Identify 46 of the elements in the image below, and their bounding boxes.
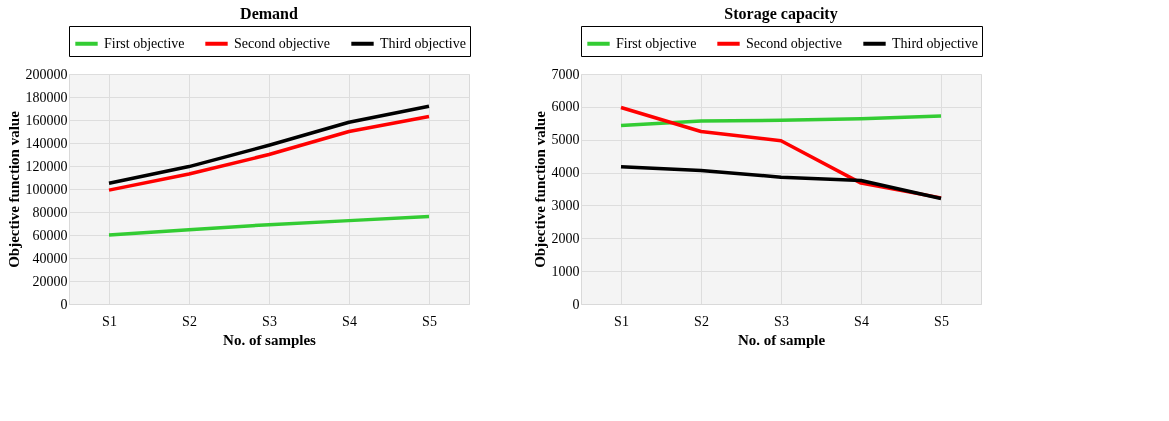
- y-axis-title: Objective function value: [531, 110, 548, 268]
- y-tick-label: 180000: [25, 89, 68, 105]
- x-tick-label: S1: [614, 313, 629, 329]
- x-tick-label: S3: [774, 313, 789, 329]
- y-tick-label: 20000: [32, 273, 68, 289]
- x-tick-label: S4: [342, 313, 357, 329]
- y-tick-label: 160000: [25, 112, 68, 128]
- y-tick-label: 3000: [551, 197, 580, 213]
- chart-title: Storage capacity: [724, 4, 838, 23]
- y-tick-label: 100000: [25, 181, 68, 197]
- y-tick-label: 140000: [25, 135, 68, 151]
- y-tick-label: 0: [60, 296, 68, 312]
- x-axis-title: No. of sample: [737, 331, 826, 348]
- legend-label: Third objective: [892, 35, 978, 51]
- x-tick-label: S1: [102, 313, 117, 329]
- y-tick-label: 60000: [32, 227, 68, 243]
- y-tick-label: 5000: [551, 132, 580, 148]
- y-tick-label: 2000: [551, 230, 580, 246]
- line-series: [619, 114, 943, 128]
- legend-label: First objective: [104, 35, 185, 51]
- x-axis-title: No. of samples: [223, 331, 317, 348]
- line-series: [107, 214, 431, 237]
- line-series: [619, 164, 943, 201]
- x-tick-label: S2: [694, 313, 709, 329]
- y-tick-label: 80000: [32, 204, 68, 220]
- line-series: [107, 114, 431, 192]
- y-tick-label: 40000: [32, 250, 68, 266]
- legend-label: First objective: [616, 35, 697, 51]
- legend-label: Second objective: [234, 35, 331, 51]
- x-tick-label: S3: [262, 313, 277, 329]
- y-tick-label: 6000: [551, 99, 580, 115]
- chart-title: Demand: [240, 4, 298, 22]
- y-tick-label: 200000: [25, 66, 68, 82]
- y-axis-title: Objective function value: [5, 110, 22, 268]
- x-tick-label: S5: [934, 313, 949, 329]
- y-tick-label: 0: [572, 296, 580, 312]
- legend-label: Third objective: [380, 35, 466, 51]
- x-tick-label: S2: [182, 313, 197, 329]
- x-tick-label: S4: [854, 313, 869, 329]
- y-tick-label: 1000: [551, 263, 580, 279]
- y-tick-label: 120000: [25, 158, 68, 174]
- y-tick-label: 7000: [551, 66, 580, 82]
- line-series: [107, 104, 431, 185]
- x-tick-label: S5: [422, 313, 437, 329]
- y-tick-label: 4000: [551, 165, 580, 181]
- legend-label: Second objective: [746, 35, 843, 51]
